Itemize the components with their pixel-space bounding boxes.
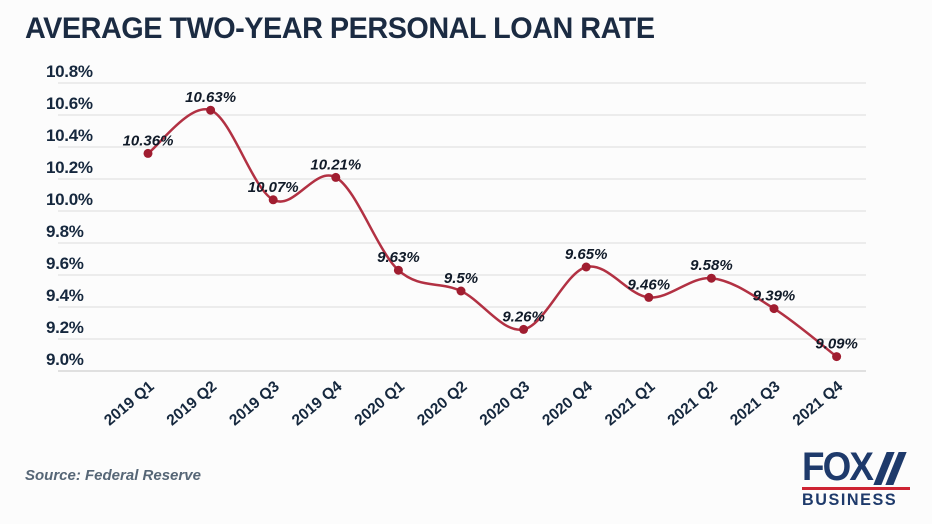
logo-fox-text: FOX [802,445,874,489]
logo-red-rule [802,487,910,490]
x-tick-label: 2020 Q4 [539,378,596,429]
x-tick-label: 2021 Q2 [664,378,720,429]
fox-business-logo: FOX BUSINESS [802,447,914,510]
data-point-label: 9.63% [377,249,420,266]
data-point-label: 9.46% [628,276,671,293]
x-tick-label: 2020 Q3 [477,378,534,429]
x-tick-label: 2021 Q3 [727,378,784,429]
data-point-label: 9.5% [444,270,478,287]
y-tick-label: 9.6% [46,254,84,273]
y-tick-label: 10.6% [46,94,93,113]
data-point [393,265,403,275]
data-point [143,148,153,158]
data-point-label: 9.39% [753,288,796,305]
logo-searchlight-beams-icon [873,451,907,485]
data-point-label: 10.63% [185,89,236,106]
data-point-label: 9.58% [690,257,733,274]
x-tick-label: 2021 Q1 [602,378,659,429]
data-point [268,195,278,205]
data-point-label: 10.21% [310,156,361,173]
y-tick-label: 9.4% [46,286,84,305]
y-tick-label: 10.2% [46,158,93,177]
y-tick-label: 9.2% [46,318,84,337]
x-tick-label: 2019 Q3 [226,378,283,429]
data-point [769,304,779,314]
x-tick-label: 2019 Q4 [289,378,346,429]
data-point [706,273,716,283]
x-tick-label: 2020 Q1 [351,378,408,429]
y-tick-label: 9.8% [46,222,84,241]
data-point [644,292,654,302]
data-point [206,105,216,115]
logo-business-text: BUSINESS [802,491,898,509]
logo-top-row: FOX [802,445,914,489]
data-point [519,324,529,334]
y-tick-label: 10.8% [46,62,93,81]
data-point-label: 9.65% [565,246,608,263]
data-point [581,262,591,272]
x-tick-label: 2020 Q2 [414,378,470,429]
data-point-label: 9.26% [502,308,545,325]
chart-title: AVERAGE TWO-YEAR PERSONAL LOAN RATE [25,12,655,45]
data-point [832,352,842,362]
data-point-label: 9.09% [815,336,858,353]
x-tick-label: 2019 Q2 [164,378,220,429]
y-tick-label: 10.4% [46,126,93,145]
y-tick-label: 9.0% [46,350,84,369]
data-point [456,286,466,296]
x-tick-label: 2021 Q4 [790,378,847,429]
source-note: Source: Federal Reserve [25,467,201,484]
x-tick-label: 2019 Q1 [101,378,158,429]
data-point-label: 10.07% [248,179,299,196]
y-tick-label: 10.0% [46,190,93,209]
data-point-label: 10.36% [123,132,174,149]
data-point [331,172,341,182]
